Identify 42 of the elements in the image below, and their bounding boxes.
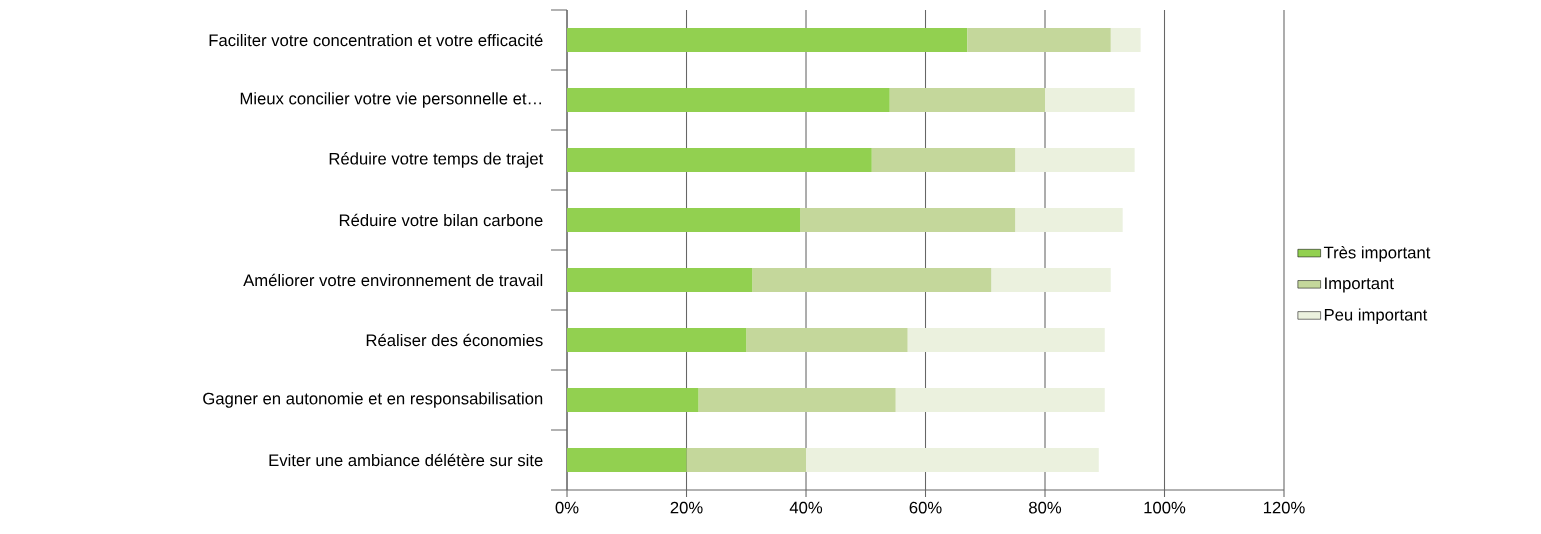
- bar: [567, 87, 890, 112]
- bar: [746, 327, 908, 352]
- x-tick-label: 40%: [789, 501, 823, 514]
- bar: [686, 447, 807, 472]
- bar: [567, 387, 699, 412]
- y-tick-label: Réduire votre bilan carbone: [339, 213, 543, 227]
- y-tick-label: Mieux concilier votre vie personnelle et…: [240, 92, 541, 108]
- legend-label: Très important: [1323, 245, 1431, 262]
- y-tick-label: Eviter une ambiance délétère sur site: [269, 453, 543, 467]
- x-tick-label: 100%: [1144, 501, 1186, 514]
- legend-label: Important: [1325, 277, 1394, 293]
- bar: [567, 147, 872, 172]
- y-tick-label: Faciliter votre concentration et votre efficacité: [209, 33, 543, 47]
- bar: [567, 27, 968, 52]
- y-tick-label: Améliorer votre environnement de travail: [243, 273, 543, 287]
- legend-label: Peu important: [1324, 308, 1428, 324]
- bar: [567, 447, 687, 472]
- bar: [800, 207, 1016, 232]
- bar: [806, 447, 1099, 472]
- bar: [907, 327, 1105, 352]
- y-tick-label: Réaliser des économies: [366, 333, 543, 347]
- bar: [567, 207, 801, 232]
- bar: [752, 267, 992, 292]
- bar: [567, 327, 747, 352]
- bar: [1045, 87, 1135, 112]
- bar: [871, 147, 1016, 172]
- x-tick-label: 20%: [670, 501, 703, 514]
- bar: [991, 267, 1111, 292]
- bar: [1015, 147, 1135, 172]
- bar: [889, 87, 1045, 112]
- bar: [967, 27, 1111, 52]
- x-tick-label: 120%: [1263, 501, 1305, 514]
- y-tick-label: Réduire votre temps de trajet: [329, 152, 544, 168]
- x-tick-label: 0%: [555, 501, 579, 514]
- bar: [698, 387, 896, 412]
- y-tick-label: Gagner en autonomie et en responsabilisation: [203, 392, 543, 408]
- bar: [1015, 207, 1123, 232]
- x-tick-label: 60%: [909, 501, 942, 514]
- bar: [895, 387, 1105, 412]
- bar: [567, 267, 753, 292]
- bar: [1110, 27, 1141, 52]
- x-tick-label: 80%: [1029, 501, 1062, 514]
